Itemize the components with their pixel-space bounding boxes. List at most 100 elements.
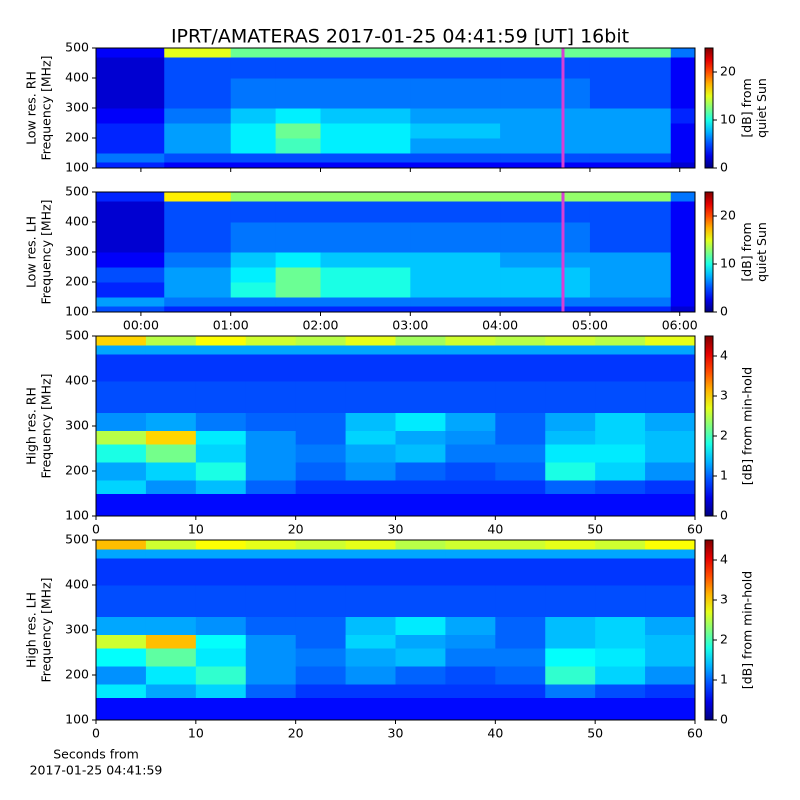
heatmap-cell bbox=[670, 222, 696, 253]
heatmap-cell bbox=[295, 493, 347, 517]
heatmap-cell bbox=[195, 412, 247, 431]
heatmap-cell bbox=[164, 306, 232, 313]
heatmap-cell bbox=[595, 493, 646, 517]
y-tick-label: 100 bbox=[65, 304, 89, 319]
heatmap-cell bbox=[445, 381, 496, 413]
colorbar bbox=[704, 539, 714, 721]
heatmap-cell bbox=[96, 252, 165, 268]
heatmap-cell bbox=[275, 282, 322, 298]
heatmap-cell bbox=[96, 381, 147, 413]
heatmap-cell bbox=[595, 345, 646, 355]
heatmap-cell bbox=[589, 222, 672, 253]
heatmap-cell bbox=[495, 634, 546, 649]
x-tick-label: 60 bbox=[687, 726, 703, 741]
colorbar bbox=[704, 335, 714, 517]
heatmap-cell bbox=[410, 282, 501, 298]
heatmap-cell bbox=[500, 297, 591, 307]
heatmap-cell bbox=[195, 549, 247, 559]
heatmap-cell bbox=[195, 697, 247, 721]
heatmap-cell bbox=[645, 430, 696, 445]
heatmap-cell bbox=[345, 616, 396, 635]
heatmap-cell bbox=[395, 336, 446, 346]
heatmap-cell bbox=[145, 493, 197, 517]
x-tick-label: 0 bbox=[92, 726, 100, 741]
heatmap-cell bbox=[195, 381, 247, 413]
heatmap-cell bbox=[345, 462, 396, 481]
x-tick-label: 50 bbox=[587, 726, 603, 741]
heatmap-cell bbox=[96, 430, 147, 445]
heatmap-cell bbox=[145, 412, 197, 431]
heatmap-cell bbox=[230, 48, 277, 58]
heatmap-cell bbox=[320, 57, 411, 79]
heatmap-cell bbox=[320, 123, 411, 139]
colorbar-tick-label: 0 bbox=[720, 160, 728, 175]
heatmap-cell bbox=[345, 558, 396, 586]
y-axis-label: Low res. RH bbox=[24, 71, 39, 145]
heatmap-cell bbox=[320, 306, 411, 313]
heatmap-cell bbox=[245, 381, 297, 413]
y-tick-label: 500 bbox=[65, 40, 89, 55]
heatmap-cell bbox=[164, 201, 232, 223]
heatmap-cell bbox=[395, 666, 446, 685]
heatmap-cell bbox=[645, 616, 696, 635]
heatmap-cell bbox=[595, 412, 646, 431]
heatmap-cell bbox=[395, 444, 446, 463]
colorbar-tick-label: 20 bbox=[720, 208, 736, 223]
heatmap-cell bbox=[545, 648, 596, 667]
heatmap-cell bbox=[495, 354, 546, 382]
heatmap-cell bbox=[500, 108, 591, 124]
heatmap-cell bbox=[164, 297, 232, 307]
heatmap-cell bbox=[145, 345, 197, 355]
heatmap-cell bbox=[445, 585, 496, 617]
heatmap-cell bbox=[445, 354, 496, 382]
heatmap-cell bbox=[230, 153, 277, 163]
colorbar-tick-label: 2 bbox=[720, 428, 728, 443]
heatmap-cell bbox=[96, 684, 147, 698]
heatmap-cell bbox=[645, 336, 696, 346]
heatmap-cell bbox=[345, 585, 396, 617]
heatmap-cell bbox=[495, 549, 546, 559]
heatmap-cell bbox=[275, 306, 322, 313]
heatmap-cell bbox=[96, 57, 165, 79]
heatmap-cell bbox=[245, 354, 297, 382]
heatmap-cell bbox=[245, 684, 297, 698]
heatmap-cell bbox=[395, 585, 446, 617]
heatmap-cell bbox=[295, 634, 347, 649]
heatmap-cell bbox=[645, 493, 696, 517]
heatmap-cell bbox=[295, 444, 347, 463]
heatmap-cell bbox=[195, 616, 247, 635]
heatmap-cell bbox=[410, 138, 501, 154]
heatmap-cell bbox=[295, 616, 347, 635]
heatmap-cell bbox=[670, 123, 696, 139]
heatmap-cell bbox=[295, 430, 347, 445]
heatmap-cell bbox=[445, 412, 496, 431]
heatmap-cell bbox=[670, 201, 696, 223]
heatmap-cell bbox=[164, 153, 232, 163]
heatmap-cell bbox=[275, 57, 322, 79]
heatmap-cell bbox=[320, 108, 411, 124]
x-tick-label: 05:00 bbox=[572, 318, 608, 333]
heatmap-cell bbox=[445, 697, 496, 721]
heatmap-cell bbox=[275, 252, 322, 268]
y-tick-label: 200 bbox=[65, 130, 89, 145]
heatmap-cell bbox=[395, 648, 446, 667]
heatmap-cell bbox=[96, 282, 165, 298]
y-tick-label: 200 bbox=[65, 274, 89, 289]
heatmap-cell bbox=[320, 222, 411, 253]
heatmap-cell bbox=[595, 480, 646, 494]
heatmap-cell bbox=[230, 201, 277, 223]
y-axis-label: Frequency [MHz] bbox=[39, 199, 54, 304]
heatmap-cell bbox=[500, 48, 591, 58]
x-tick-label: 20 bbox=[288, 522, 304, 537]
heatmap-cell bbox=[445, 666, 496, 685]
heatmap-cell bbox=[645, 412, 696, 431]
heatmap-cell bbox=[595, 430, 646, 445]
heatmap-cell bbox=[395, 354, 446, 382]
colorbar bbox=[704, 47, 714, 169]
heatmap-cell bbox=[495, 444, 546, 463]
heatmap-cell bbox=[96, 634, 147, 649]
y-axis-label: Frequency [MHz] bbox=[39, 55, 54, 160]
heatmap-cell bbox=[410, 267, 501, 283]
heatmap-cell bbox=[96, 201, 165, 223]
heatmap-cell bbox=[195, 585, 247, 617]
